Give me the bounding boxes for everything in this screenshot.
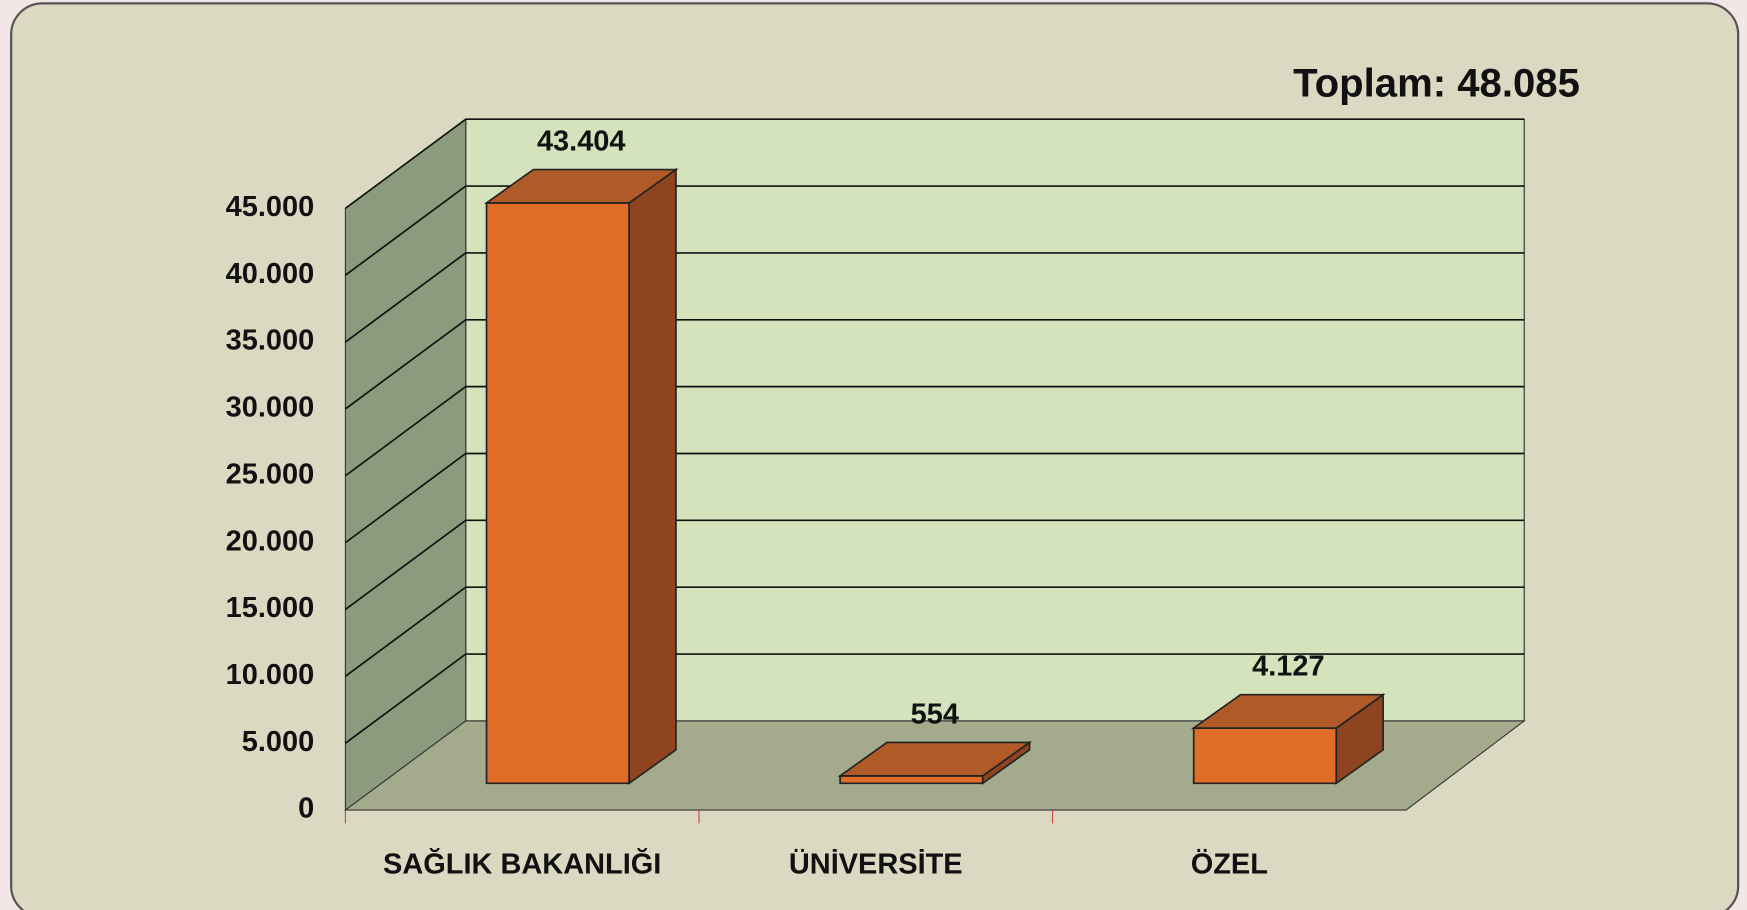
y-tick-label: 0 [298, 793, 314, 825]
y-tick-label: 10.000 [226, 659, 315, 691]
grid-line [344, 185, 1525, 276]
bar-face [628, 167, 677, 785]
y-tick-label: 35.000 [226, 325, 315, 357]
y-tick-label: 40.000 [226, 258, 315, 290]
y-tick-label: 20.000 [226, 525, 315, 557]
bar-face [1192, 727, 1338, 785]
grid-line [344, 252, 1525, 343]
bar-face [485, 202, 630, 785]
grid-line [344, 118, 1525, 210]
side-wall [344, 118, 467, 812]
grid-line [344, 586, 1525, 677]
bar-face [483, 168, 679, 204]
grid-line [344, 452, 1525, 544]
bar-face [837, 741, 1033, 777]
value-label: 4.127 [1252, 651, 1324, 683]
bar [837, 740, 1033, 785]
x-tick-label: ÖZEL [1191, 847, 1268, 880]
bar [483, 167, 679, 785]
annotation: Toplam: 48.085 [1293, 61, 1580, 105]
y-tick-label: 45.000 [226, 191, 315, 223]
y-tick-label: 15.000 [226, 592, 315, 624]
grid-line [344, 519, 1525, 611]
value-label: 43.404 [537, 125, 626, 157]
value-label: 554 [911, 698, 959, 730]
y-tick-label: 30.000 [226, 392, 315, 424]
bar-face [839, 775, 984, 785]
bar [1191, 693, 1386, 785]
grid-line [344, 653, 1525, 744]
x-tick-label: ÜNİVERSİTE [789, 847, 963, 880]
grid-line [344, 385, 1525, 477]
grid-line [344, 318, 1525, 410]
x-tick-label: SAĞLIK BAKANLIĞI [383, 846, 661, 880]
bar-face [1191, 693, 1386, 729]
y-tick-label: 25.000 [226, 458, 315, 490]
plot: Toplam: 48.085 0 5.000 10.000 15.000 20.000 2… [10, 2, 1740, 910]
y-tick-label: 5.000 [242, 726, 314, 758]
